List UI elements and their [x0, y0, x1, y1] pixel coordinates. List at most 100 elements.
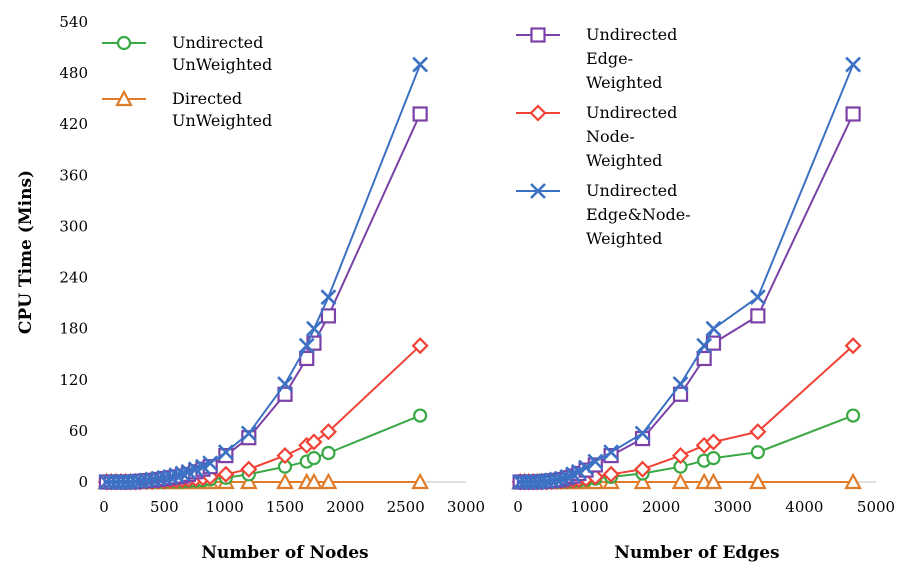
legend-label: Undirected — [172, 33, 263, 52]
data-point — [319, 423, 337, 441]
legend-label: Weighted — [586, 151, 662, 170]
legend-marker — [116, 35, 132, 51]
y-tick-label: 480 — [59, 64, 88, 82]
x-tick-label: 0 — [99, 498, 109, 516]
x-tick-label: 1500 — [266, 498, 304, 516]
data-point — [240, 460, 258, 478]
x-tick-label: 3000 — [714, 498, 752, 516]
data-point — [671, 472, 690, 490]
data-point — [277, 376, 293, 392]
data-point — [696, 337, 713, 354]
data-point — [587, 453, 604, 470]
legend-entry: Undirected Node- Weighted — [516, 103, 677, 170]
data-point — [749, 289, 766, 306]
data-point — [750, 445, 765, 460]
edges-chart-panel: 0 1000 2000 3000 4000 5000 Undirected Edge- Wei… — [511, 25, 895, 563]
data-point — [704, 472, 723, 490]
data-point — [276, 472, 294, 490]
legend-marker — [529, 104, 547, 122]
x-tick-label: 0 — [513, 498, 523, 516]
data-point — [634, 460, 652, 478]
data-point — [306, 451, 322, 466]
data-point — [411, 472, 429, 490]
legend-marker — [530, 27, 546, 43]
data-point — [578, 459, 594, 476]
data-point — [845, 106, 861, 122]
x-tick-label: 1000 — [206, 498, 244, 516]
y-tick-label: 300 — [59, 217, 88, 235]
legend-label: Edge- — [586, 49, 633, 68]
legend-marker — [115, 89, 133, 107]
nodes-x-tick-labels: 0 500 1000 1500 2000 2500 3000 — [99, 498, 485, 516]
legend-entry: Undirected Edge&Node- Weighted — [516, 181, 691, 248]
legend-label: Edge&Node- — [586, 205, 691, 224]
data-point — [553, 470, 570, 487]
x-tick-label: 4000 — [785, 498, 823, 516]
data-point — [603, 444, 619, 461]
y-tick-label: 0 — [78, 473, 88, 491]
data-point — [305, 433, 323, 451]
y-tick-label: 240 — [59, 269, 88, 287]
data-point — [217, 465, 235, 483]
nodes-chart-panel: 0 60 120 180 240 300 360 420 480 540 0 500 1000 1500… — [59, 13, 485, 563]
legend-label: Undirected — [586, 181, 677, 200]
data-point — [319, 472, 338, 490]
legend-label: UnWeighted — [172, 55, 272, 74]
y-tick-label: 360 — [59, 166, 88, 184]
x-tick-label: 2000 — [326, 498, 364, 516]
series-undirected-edge-weighted — [98, 106, 428, 490]
series-line — [520, 113, 855, 483]
x-tick-label: 5000 — [857, 498, 895, 516]
edges-legend: Undirected Edge- Weighted Undirected Node- We… — [516, 25, 691, 248]
y-tick-label: 120 — [59, 371, 88, 389]
series-undirected-edge-node-weighted — [512, 56, 862, 490]
y-axis-title: CPU Time (Mins) — [16, 170, 36, 334]
legend-entry: Directed UnWeighted — [102, 89, 272, 130]
data-point — [156, 469, 173, 486]
x-tick-label: 500 — [150, 498, 179, 516]
data-point — [320, 289, 337, 306]
legend-label: Undirected — [586, 25, 677, 44]
data-point — [672, 376, 689, 392]
nodes-x-axis-title: Number of Nodes — [201, 543, 368, 563]
y-tick-label: 540 — [59, 13, 88, 31]
data-point — [672, 386, 689, 402]
data-point — [321, 445, 336, 461]
legend-label: Weighted — [586, 73, 662, 92]
legend-label: Undirected — [586, 103, 677, 122]
data-point — [634, 425, 651, 442]
data-point — [845, 408, 861, 423]
data-point — [305, 472, 323, 490]
x-tick-label: 2000 — [642, 498, 680, 516]
x-tick-label: 3000 — [447, 498, 485, 516]
nodes-legend: Undirected UnWeighted Directed UnWeighted — [102, 33, 272, 130]
edges-x-tick-labels: 0 1000 2000 3000 4000 5000 — [513, 498, 895, 516]
data-point — [202, 455, 219, 472]
data-point — [671, 447, 690, 465]
data-point — [298, 337, 315, 354]
legend-label: Directed — [172, 89, 242, 108]
legend-label: Weighted — [586, 229, 662, 248]
data-point — [844, 472, 862, 490]
data-point — [749, 472, 767, 490]
data-point — [412, 56, 429, 73]
legend-entry: Undirected Edge- Weighted — [516, 25, 677, 92]
data-point — [570, 463, 587, 480]
data-point — [696, 350, 712, 367]
data-point — [217, 444, 234, 461]
data-point — [602, 465, 620, 483]
edges-series-group — [511, 56, 862, 491]
data-point — [306, 320, 322, 337]
data-point — [633, 472, 652, 490]
data-point — [240, 425, 257, 442]
y-tick-label: 180 — [59, 320, 88, 338]
series-line — [520, 344, 854, 483]
series-line — [106, 113, 422, 483]
y-tick-label: 60 — [69, 422, 88, 440]
series-line — [520, 64, 855, 483]
data-point — [844, 337, 862, 355]
legend-entry: Undirected UnWeighted — [102, 33, 272, 74]
edges-x-axis-title: Number of Edges — [614, 543, 779, 563]
x-tick-label: 2500 — [387, 498, 425, 516]
